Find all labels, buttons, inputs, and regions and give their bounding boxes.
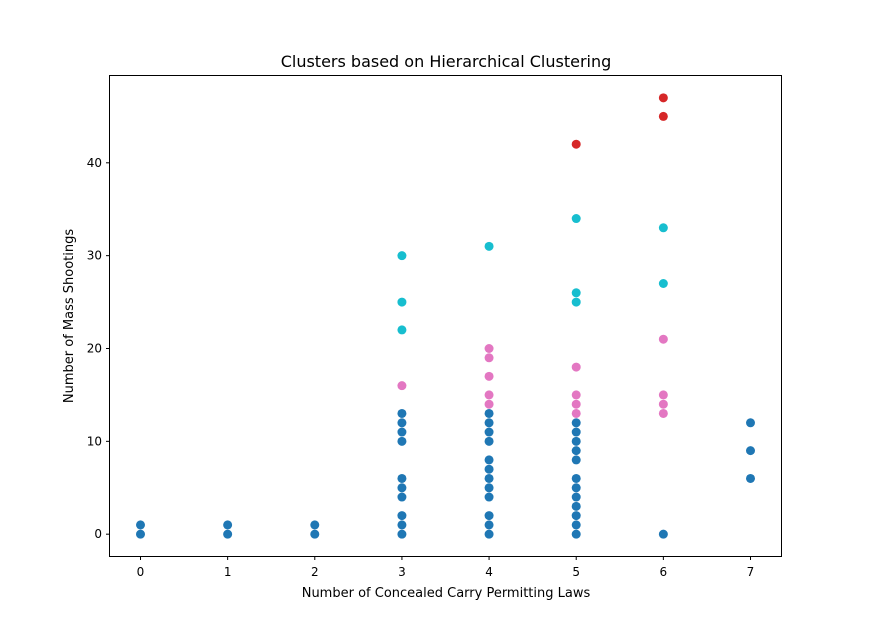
- scatter-point: [310, 520, 320, 530]
- scatter-point: [658, 408, 668, 418]
- scatter-point: [658, 334, 668, 344]
- x-tick-label: 7: [747, 565, 755, 579]
- scatter-point: [571, 529, 581, 539]
- scatter-point: [571, 427, 581, 437]
- scatter-point: [484, 529, 494, 539]
- scatter-point: [484, 492, 494, 502]
- scatter-point: [571, 483, 581, 493]
- x-tick-label: 0: [137, 565, 145, 579]
- scatter-point: [397, 427, 407, 437]
- scatter-point: [484, 464, 494, 474]
- scatter-point: [484, 436, 494, 446]
- scatter-point: [484, 241, 494, 251]
- scatter-point: [658, 529, 668, 539]
- axis-ticks: 0 1 2 3 4 5 6 7 0 10 20 30 40: [87, 156, 755, 579]
- scatter-point: [571, 399, 581, 409]
- scatter-point: [484, 455, 494, 465]
- scatter-point: [310, 529, 320, 539]
- chart-title: Clusters based on Hierarchical Clusterin…: [281, 52, 612, 71]
- y-tick-label: 40: [87, 156, 102, 170]
- plot-frame: [109, 75, 782, 557]
- scatter-point: [484, 427, 494, 437]
- y-axis-label: Number of Mass Shootings: [62, 229, 77, 403]
- scatter-point: [223, 529, 233, 539]
- scatter-point: [571, 501, 581, 511]
- scatter-point: [658, 111, 668, 121]
- scatter-point: [571, 297, 581, 307]
- scatter-point: [484, 353, 494, 363]
- scatter-point: [484, 408, 494, 418]
- scatter-point: [136, 529, 145, 539]
- scatter-point: [484, 473, 494, 483]
- y-tick-label: 0: [94, 527, 102, 541]
- scatter-point: [746, 446, 755, 456]
- scatter-point: [571, 446, 581, 456]
- data-points: [136, 93, 755, 539]
- scatter-point: [223, 520, 233, 530]
- scatter-point: [571, 520, 581, 530]
- scatter-point: [484, 371, 494, 381]
- x-axis-label: Number of Concealed Carry Permitting Law…: [302, 586, 591, 601]
- x-tick-label: 5: [572, 565, 580, 579]
- scatter-point: [136, 520, 145, 530]
- scatter-point: [571, 214, 581, 224]
- scatter-point: [397, 251, 407, 261]
- scatter-point: [571, 455, 581, 465]
- scatter-point: [397, 511, 407, 521]
- scatter-point: [397, 473, 407, 483]
- scatter-point: [571, 436, 581, 446]
- scatter-point: [571, 139, 581, 149]
- y-tick-label: 30: [87, 249, 102, 263]
- scatter-point: [484, 343, 494, 353]
- scatter-point: [571, 473, 581, 483]
- scatter-point: [484, 511, 494, 521]
- x-tick-label: 3: [398, 565, 406, 579]
- scatter-point: [397, 492, 407, 502]
- scatter-point: [746, 473, 755, 483]
- scatter-point: [484, 483, 494, 493]
- scatter-point: [484, 418, 494, 428]
- scatter-point: [484, 390, 494, 400]
- scatter-point: [397, 408, 407, 418]
- scatter-point: [658, 223, 668, 233]
- scatter-point: [397, 418, 407, 428]
- x-tick-label: 6: [660, 565, 668, 579]
- x-tick-label: 1: [224, 565, 232, 579]
- scatter-point: [571, 390, 581, 400]
- scatter-point: [484, 520, 494, 530]
- scatter-point: [397, 297, 407, 307]
- y-tick-label: 10: [87, 434, 102, 448]
- scatter-point: [746, 418, 755, 428]
- scatter-point: [571, 408, 581, 418]
- scatter-point: [658, 279, 668, 289]
- scatter-point: [658, 93, 668, 103]
- y-tick-label: 20: [87, 341, 102, 355]
- scatter-point: [571, 288, 581, 298]
- scatter-point: [397, 483, 407, 493]
- scatter-point: [571, 492, 581, 502]
- scatter-point: [571, 362, 581, 372]
- scatter-point: [484, 399, 494, 409]
- scatter-point: [571, 511, 581, 521]
- scatter-point: [397, 325, 407, 335]
- scatter-point: [397, 520, 407, 530]
- scatter-point: [397, 381, 407, 391]
- scatter-point: [397, 436, 407, 446]
- scatter-point: [571, 418, 581, 428]
- scatter-point: [658, 390, 668, 400]
- x-tick-label: 2: [311, 565, 319, 579]
- x-tick-label: 4: [485, 565, 493, 579]
- scatter-point: [397, 529, 407, 539]
- scatter-point: [658, 399, 668, 409]
